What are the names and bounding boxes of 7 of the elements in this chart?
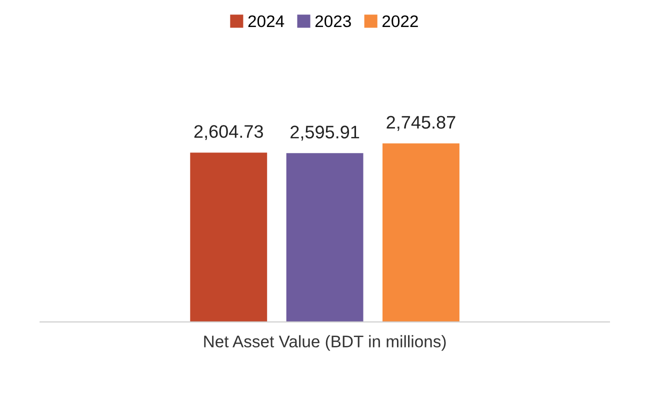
legend-label: 2023 [315,15,351,28]
legend-label: 2024 [248,15,284,28]
x-axis-title: Net Asset Value (BDT in millions) [204,335,446,351]
data-label: 2,595.91 [290,126,360,141]
legend-label: 2022 [382,15,418,28]
data-label: 2,745.87 [386,116,456,131]
data-label: 2,604.73 [194,125,263,140]
